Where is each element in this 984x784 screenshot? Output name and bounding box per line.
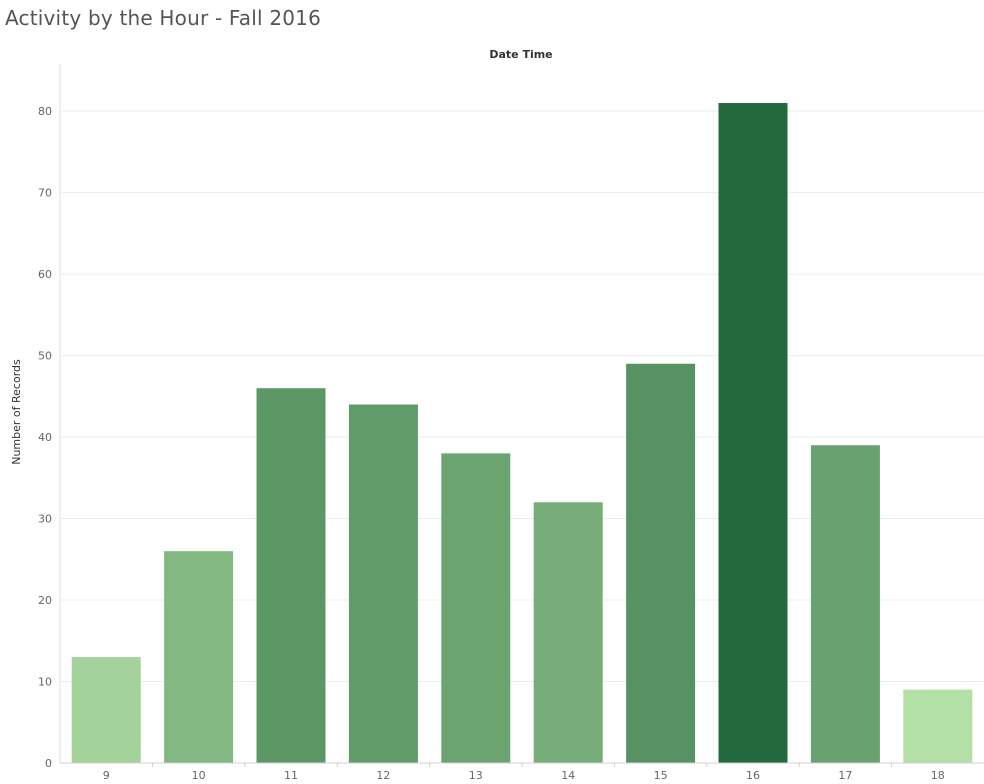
- x-tick-label: 18: [931, 769, 945, 782]
- y-tick-label: 0: [45, 757, 52, 770]
- y-tick-label: 40: [38, 431, 52, 444]
- y-axis-title: Number of Records: [10, 359, 23, 465]
- bar-10: [164, 551, 234, 763]
- x-tick-label: 16: [746, 769, 760, 782]
- y-tick-label: 60: [38, 268, 52, 281]
- bar-18: [903, 689, 973, 763]
- x-tick-label: 9: [103, 769, 110, 782]
- x-tick-label: 15: [654, 769, 668, 782]
- x-tick-label: 12: [376, 769, 390, 782]
- bars: [71, 103, 973, 763]
- y-axis-ticks: 0 10 20 30 40 50 60 70 80: [38, 105, 52, 770]
- x-tick-label: 14: [561, 769, 575, 782]
- bar-15: [626, 363, 696, 763]
- x-tick-label: 13: [469, 769, 483, 782]
- x-axis-ticks: 9 10 11 12 13 14 15 16 17 18: [103, 763, 945, 782]
- x-tick-label: 17: [838, 769, 852, 782]
- bar-12: [348, 404, 418, 763]
- bar-13: [441, 453, 511, 763]
- bar-11: [256, 388, 326, 763]
- y-tick-label: 70: [38, 187, 52, 200]
- x-axis-title: Date Time: [489, 48, 552, 61]
- y-tick-label: 10: [38, 676, 52, 689]
- bar-14: [533, 502, 603, 763]
- y-tick-label: 20: [38, 594, 52, 607]
- bar-9: [71, 657, 141, 763]
- x-tick-label: 10: [192, 769, 206, 782]
- bar-16: [718, 103, 788, 763]
- y-tick-label: 80: [38, 105, 52, 118]
- y-tick-label: 30: [38, 513, 52, 526]
- bar-17: [810, 445, 880, 763]
- x-tick-label: 11: [284, 769, 298, 782]
- chart-title: Activity by the Hour - Fall 2016: [5, 6, 322, 30]
- y-tick-label: 50: [38, 350, 52, 363]
